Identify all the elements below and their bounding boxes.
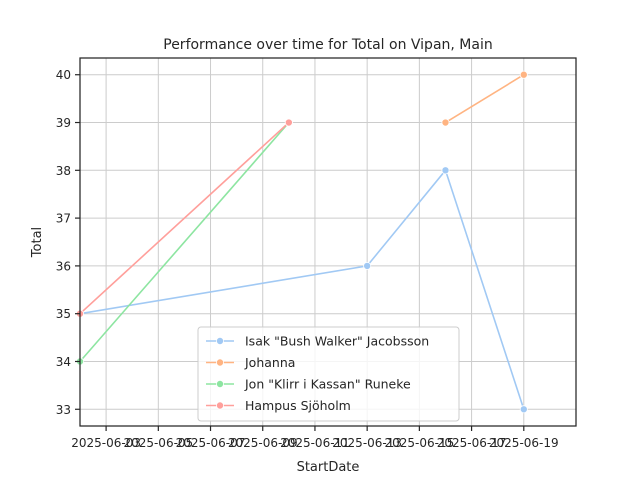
data-point (519, 405, 528, 414)
data-point (441, 118, 450, 127)
legend-marker (215, 379, 224, 388)
data-point (284, 118, 293, 127)
y-tick-label: 34 (56, 355, 71, 369)
y-tick-label: 36 (56, 259, 71, 273)
y-axis-title: Total (30, 227, 45, 258)
data-point (363, 261, 372, 270)
y-tick-label: 37 (56, 212, 71, 226)
legend-label: Jon "Klirr i Kassan" Runeke (244, 377, 411, 392)
legend: Isak "Bush Walker" Jacobsson Johanna Jon "… (197, 326, 460, 422)
series-line (445, 74, 525, 124)
y-tick-label: 39 (56, 116, 71, 130)
y-tick-label: 33 (56, 403, 71, 417)
y-tick-label: 38 (56, 164, 71, 178)
data-point (441, 166, 450, 175)
legend-label: Isak "Bush Walker" Jacobsson (245, 334, 429, 349)
legend-marker (215, 358, 224, 367)
legend-marker (215, 401, 224, 410)
legend-label: Johanna (244, 355, 295, 370)
grid-lines (80, 58, 576, 426)
series-line (79, 121, 290, 363)
x-tick-label: 2025-06-19 (489, 436, 559, 450)
x-tick-label: 2025-06-07 (176, 436, 246, 450)
chart-title: Performance over time for Total on Vipan… (163, 37, 492, 53)
y-tick-label: 35 (56, 307, 71, 321)
x-axis-title: StartDate (297, 460, 360, 475)
series-line (79, 168, 525, 410)
x-tick-label: 2025-06-13 (332, 436, 402, 450)
y-tick-label: 40 (56, 68, 71, 82)
x-tick-label: 2025-06-15 (384, 436, 454, 450)
series-line (79, 121, 290, 315)
plot-frame (79, 57, 577, 427)
legend-marker (215, 336, 224, 345)
y-axis-ticks: 33 34 35 36 37 38 39 40 (56, 68, 80, 417)
legend-box (197, 326, 460, 422)
series-group (76, 70, 528, 414)
data-point (519, 70, 528, 79)
x-tick-label: 2025-06-03 (71, 436, 141, 450)
legend-label: Hampus Sjöholm (245, 398, 351, 413)
x-axis-ticks: 2025-06-032025-06-052025-06-072025-06-09… (71, 426, 559, 450)
x-tick-label: 2025-06-11 (280, 436, 350, 450)
x-tick-label: 2025-06-09 (228, 436, 298, 450)
x-tick-label: 2025-06-17 (437, 436, 507, 450)
x-tick-label: 2025-06-05 (123, 436, 193, 450)
